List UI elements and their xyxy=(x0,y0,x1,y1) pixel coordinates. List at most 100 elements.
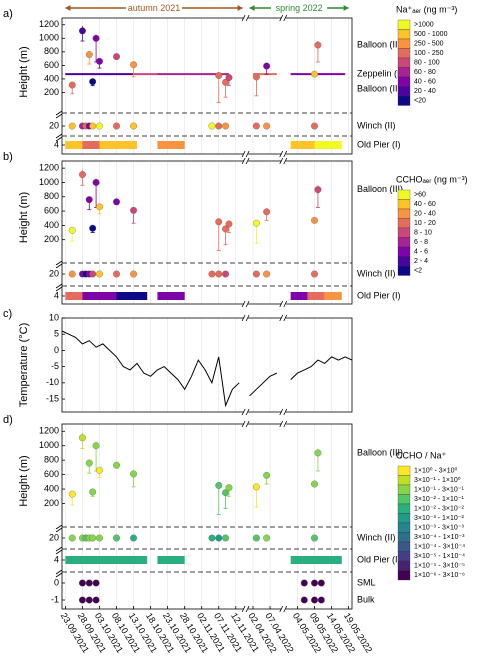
y-axis-title: Temperature (°C) xyxy=(18,323,30,407)
legend-swatch xyxy=(397,484,411,495)
row-label: Winch (II) xyxy=(357,120,396,130)
row-label: Balloon (III) xyxy=(357,447,403,457)
legend-swatch xyxy=(397,532,411,543)
balloon-point xyxy=(92,34,100,42)
period-label: spring 2022 xyxy=(276,3,323,13)
break-mark xyxy=(279,605,288,613)
row-point xyxy=(222,270,230,278)
balloon-point xyxy=(252,73,260,81)
break-mark xyxy=(279,408,288,416)
legend-label: 40 - 60 xyxy=(414,79,436,86)
legend-swatch xyxy=(397,227,411,238)
y-tick-label: 1200 xyxy=(39,163,59,173)
y-tick-label: 200 xyxy=(44,498,59,508)
axis-break-mark xyxy=(55,283,63,292)
y-tick-label: 1200 xyxy=(39,19,59,29)
legend-swatch xyxy=(397,199,411,210)
period-label: autumn 2021 xyxy=(128,3,181,13)
break-mark xyxy=(241,14,250,22)
row-point xyxy=(85,579,93,587)
axis-break-mark xyxy=(55,110,63,119)
break-mark xyxy=(241,150,250,158)
legend-title: CCHOₐₑᵣ (ng m⁻³) xyxy=(396,174,468,184)
balloon-point xyxy=(130,61,138,69)
legend-swatch xyxy=(397,48,411,59)
y-tick-label: 800 xyxy=(44,46,59,56)
pier-segment xyxy=(157,556,185,564)
row-label: Old Pier (I) xyxy=(357,139,401,149)
balloon-point xyxy=(113,53,120,61)
legend-label: 1×10⁻² - 3×10⁻² xyxy=(414,506,464,513)
row-point xyxy=(208,270,216,278)
legend-swatch xyxy=(397,237,411,248)
legend-label: 3×10⁻⁵ - 1×10⁻⁴ xyxy=(414,553,465,560)
row-point xyxy=(311,579,318,587)
pier-segment xyxy=(157,292,185,300)
row-point xyxy=(85,596,93,604)
row-point xyxy=(130,534,138,542)
row-label: SML xyxy=(357,577,376,587)
legend-swatch xyxy=(397,29,411,40)
legend-label: 40 - 60 xyxy=(414,201,436,208)
balloon-point xyxy=(311,480,318,488)
pier-segment xyxy=(65,556,148,564)
balloon-point xyxy=(96,203,103,211)
legend-label: 10 - 20 xyxy=(414,220,436,227)
period-label-bg xyxy=(126,2,182,14)
legend-label: <2 xyxy=(414,268,422,275)
legend-label: 2 - 4 xyxy=(414,258,428,265)
row-label: Old Pier (I) xyxy=(357,290,401,300)
legend-swatch xyxy=(397,494,411,505)
pier-segment xyxy=(324,292,342,300)
legend-title: Na⁺ₐₑᵣ (ng m⁻³) xyxy=(396,4,457,14)
row-tick-label: 20 xyxy=(49,532,59,542)
break-mark xyxy=(279,300,288,308)
row-point xyxy=(208,534,216,542)
row-point xyxy=(252,122,260,130)
balloon-point xyxy=(314,186,322,194)
break-mark xyxy=(279,150,288,158)
row-point xyxy=(263,270,271,278)
y-axis-title: Height (m) xyxy=(18,192,30,243)
row-label: Winch (II) xyxy=(357,532,396,542)
row-tick-label: -1 xyxy=(51,594,59,604)
row-label: Zeppelin (IV) xyxy=(357,69,409,79)
legend-label: 3×10⁻⁴ - 1×10⁻³ xyxy=(414,534,465,541)
balloon-point xyxy=(96,57,103,65)
pier-segment xyxy=(290,141,315,149)
balloon-point xyxy=(215,218,223,226)
row-point xyxy=(130,122,138,130)
panel-label: a) xyxy=(3,8,13,20)
balloon-point xyxy=(225,220,233,228)
row-point xyxy=(311,534,318,542)
y-tick-label: 0 xyxy=(54,345,59,355)
y-tick-label: 600 xyxy=(44,205,59,215)
row-point xyxy=(68,270,76,278)
balloon-point xyxy=(68,490,76,498)
legend-swatch xyxy=(397,76,411,87)
break-gap xyxy=(244,158,249,164)
plot-frame xyxy=(61,423,353,610)
row-point xyxy=(300,579,308,587)
legend-label: 20 - 40 xyxy=(414,88,436,95)
pier-segment xyxy=(82,141,100,149)
balloon-point xyxy=(225,484,233,492)
temperature-line xyxy=(61,330,353,408)
row-label: Balloon (III) xyxy=(357,39,403,49)
y-tick-label: 400 xyxy=(44,220,59,230)
balloon-point xyxy=(78,27,86,35)
break-mark xyxy=(279,157,288,165)
balloon-point xyxy=(78,434,86,442)
break-gap xyxy=(244,409,249,415)
row-tick-label: 4 xyxy=(54,139,59,149)
y-axis-title: Height (m) xyxy=(18,455,30,506)
axis-break-mark xyxy=(55,524,63,533)
break-gap xyxy=(244,15,249,21)
legend-swatch xyxy=(397,218,411,229)
legend-label: 1×10⁻⁴ - 3×10⁻⁴ xyxy=(414,544,465,551)
row-point xyxy=(311,122,318,130)
row-point xyxy=(89,122,97,130)
legend-swatch xyxy=(397,465,411,476)
balloon-point xyxy=(89,488,97,496)
balloon-point xyxy=(130,206,138,214)
